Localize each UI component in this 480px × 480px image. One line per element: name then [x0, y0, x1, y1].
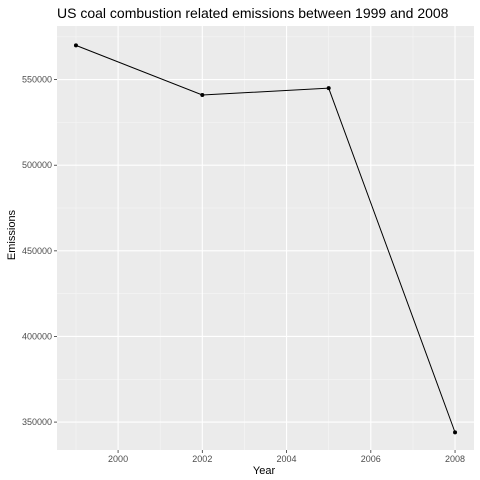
- y-tick-label: 450000: [22, 246, 52, 256]
- x-tick-label: 2004: [277, 454, 297, 464]
- data-point: [73, 43, 78, 48]
- minor-gridlines: [57, 26, 474, 450]
- y-tick-label: 500000: [22, 160, 52, 170]
- x-tick-label: 2002: [192, 454, 212, 464]
- data-point: [453, 430, 458, 435]
- data-point: [200, 93, 205, 98]
- x-tick-label: 2006: [361, 454, 381, 464]
- data-points: [73, 43, 458, 435]
- x-tick-labels: 2000 2002 2004 2006 2008: [108, 454, 465, 464]
- chart-title: US coal combustion related emissions bet…: [57, 5, 449, 21]
- axis-ticks: [54, 79, 456, 453]
- y-tick-label: 350000: [22, 417, 52, 427]
- y-tick-label: 550000: [22, 75, 52, 85]
- x-tick-label: 2000: [108, 454, 128, 464]
- emissions-series-line: [75, 44, 456, 433]
- plot-panel: [57, 26, 474, 450]
- y-tick-labels: 350000 400000 450000 500000 550000: [22, 75, 52, 427]
- y-axis-title: Emissions: [6, 209, 18, 260]
- data-point: [326, 86, 331, 91]
- x-axis-title: Year: [253, 465, 276, 477]
- y-tick-label: 400000: [22, 331, 52, 341]
- x-tick-label: 2008: [445, 454, 465, 464]
- major-gridlines: [57, 26, 474, 450]
